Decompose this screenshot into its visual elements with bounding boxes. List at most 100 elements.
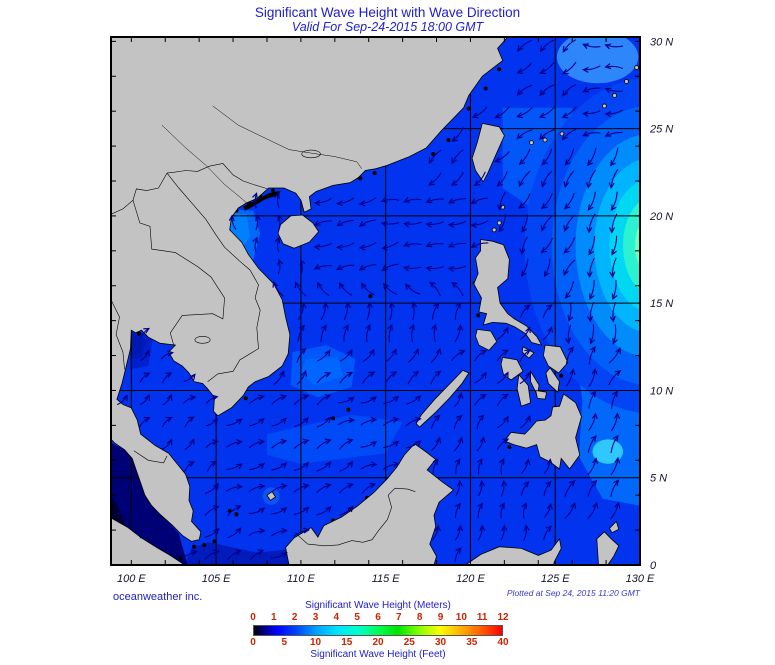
wave-direction-arrow bbox=[613, 301, 617, 321]
wave-direction-arrow bbox=[588, 147, 597, 165]
wave-direction-arrow bbox=[273, 372, 284, 385]
wave-direction-arrow bbox=[565, 192, 575, 209]
wave-direction-arrow bbox=[611, 147, 619, 166]
wave-direction-arrow bbox=[315, 221, 332, 225]
wave-direction-arrow bbox=[472, 197, 489, 203]
wave-direction-arrow bbox=[338, 398, 353, 404]
feet-tick-label: 20 bbox=[372, 637, 384, 648]
wave-direction-arrow bbox=[317, 351, 329, 362]
lon-label: 100 E bbox=[117, 573, 146, 585]
wave-direction-arrow bbox=[542, 328, 552, 341]
wave-direction-arrow bbox=[184, 462, 194, 472]
wave-direction-arrow bbox=[427, 221, 445, 225]
wave-direction-arrow bbox=[449, 243, 467, 246]
wave-direction-arrow bbox=[454, 526, 460, 541]
wave-direction-arrow bbox=[183, 375, 195, 383]
wave-direction-arrow bbox=[434, 325, 435, 343]
wave-direction-arrow bbox=[613, 279, 616, 299]
wave-direction-arrow bbox=[456, 460, 460, 475]
land-leyte bbox=[545, 367, 560, 394]
wave-direction-arrow bbox=[472, 220, 489, 226]
wave-direction-arrow bbox=[565, 214, 575, 230]
feet-tick-label: 30 bbox=[434, 637, 447, 648]
wave-direction-arrow bbox=[293, 508, 309, 516]
wave-direction-arrow bbox=[540, 129, 555, 139]
wave-direction-arrow bbox=[339, 373, 352, 384]
wave-direction-arrow bbox=[522, 214, 529, 231]
wave-direction-arrow bbox=[226, 551, 240, 561]
wave-direction-arrow bbox=[405, 267, 422, 268]
wave-direction-arrow bbox=[452, 149, 464, 163]
wave-direction-arrow bbox=[248, 441, 264, 449]
wave-direction-arrow bbox=[248, 464, 264, 471]
wave-direction-arrow bbox=[271, 553, 286, 559]
wave-direction-arrow bbox=[496, 439, 508, 451]
wave-direction-arrow bbox=[296, 371, 306, 386]
island-dot bbox=[634, 65, 640, 70]
wave-direction-arrow bbox=[226, 464, 241, 470]
calm-speck bbox=[431, 151, 436, 156]
lat-label: 10 N bbox=[650, 385, 673, 397]
wave-direction-arrow bbox=[430, 283, 441, 297]
wave-direction-arrow bbox=[431, 304, 438, 320]
wave-direction-arrow bbox=[543, 527, 551, 540]
wave-direction-arrow bbox=[430, 349, 440, 364]
wave-direction-arrow bbox=[496, 395, 508, 407]
wave-direction-arrow bbox=[454, 303, 460, 320]
wave-direction-arrow bbox=[320, 326, 326, 342]
wave-direction-arrow bbox=[608, 371, 620, 386]
meters-tick-label: 9 bbox=[437, 612, 444, 623]
wave-direction-arrow bbox=[610, 481, 618, 498]
wave-direction-arrow bbox=[499, 214, 507, 231]
wave-patch-ecs-light-blob bbox=[556, 37, 639, 84]
wave-direction-arrow bbox=[496, 350, 507, 362]
wave-direction-arrow bbox=[450, 351, 464, 362]
wave-direction-arrow bbox=[293, 396, 307, 406]
wave-direction-arrow bbox=[361, 484, 375, 495]
wave-direction-arrow bbox=[523, 526, 527, 541]
page-title: Significant Wave Height with Wave Direct… bbox=[254, 5, 521, 20]
wave-direction-arrow bbox=[116, 507, 126, 516]
border-china-west bbox=[111, 172, 168, 215]
lake-guangxi-lake bbox=[301, 149, 321, 159]
wave-direction-arrow bbox=[520, 148, 531, 164]
wave-direction-arrow bbox=[519, 417, 530, 429]
border-kalimantan-border bbox=[294, 487, 416, 547]
feet-tick-label: 15 bbox=[341, 637, 353, 648]
wave-direction-arrow bbox=[338, 265, 355, 269]
wave-direction-arrow bbox=[610, 414, 617, 432]
wave-direction-arrow bbox=[518, 84, 533, 94]
wave-direction-arrow bbox=[584, 110, 601, 114]
wave-direction-arrow bbox=[205, 441, 217, 449]
legend-colorbar bbox=[253, 625, 503, 636]
wave-patch-svn-offshore-core bbox=[300, 357, 344, 386]
wave-direction-arrow bbox=[161, 418, 171, 428]
wave-direction-arrow bbox=[522, 236, 529, 254]
wave-direction-arrow bbox=[606, 45, 624, 47]
wave-direction-arrow bbox=[611, 392, 618, 409]
wave-direction-arrow bbox=[521, 460, 529, 474]
wave-direction-arrow bbox=[271, 396, 286, 405]
calm-speck bbox=[212, 539, 217, 544]
wave-direction-arrow bbox=[610, 458, 618, 476]
wave-direction-arrow bbox=[390, 303, 392, 321]
wave-direction-arrow bbox=[315, 242, 333, 247]
wave-direction-arrow bbox=[498, 171, 508, 186]
land-halmahera bbox=[596, 531, 620, 565]
wave-direction-arrow bbox=[453, 127, 464, 142]
wave-direction-arrow bbox=[316, 395, 330, 406]
wave-direction-arrow bbox=[449, 265, 467, 269]
calm-speck bbox=[483, 86, 488, 91]
wave-direction-arrow bbox=[139, 418, 149, 428]
wave-direction-arrow bbox=[338, 242, 355, 248]
wave-direction-arrow bbox=[249, 551, 263, 561]
border-myanmar-thailand bbox=[111, 299, 125, 370]
wave-direction-arrow bbox=[545, 258, 551, 276]
wave-direction-arrow bbox=[270, 531, 286, 537]
river-red-river bbox=[161, 124, 248, 204]
wave-direction-arrow bbox=[315, 266, 332, 269]
wave-direction-arrow bbox=[232, 216, 237, 230]
wave-direction-arrow bbox=[338, 219, 355, 225]
wave-direction-arrow bbox=[540, 84, 555, 95]
